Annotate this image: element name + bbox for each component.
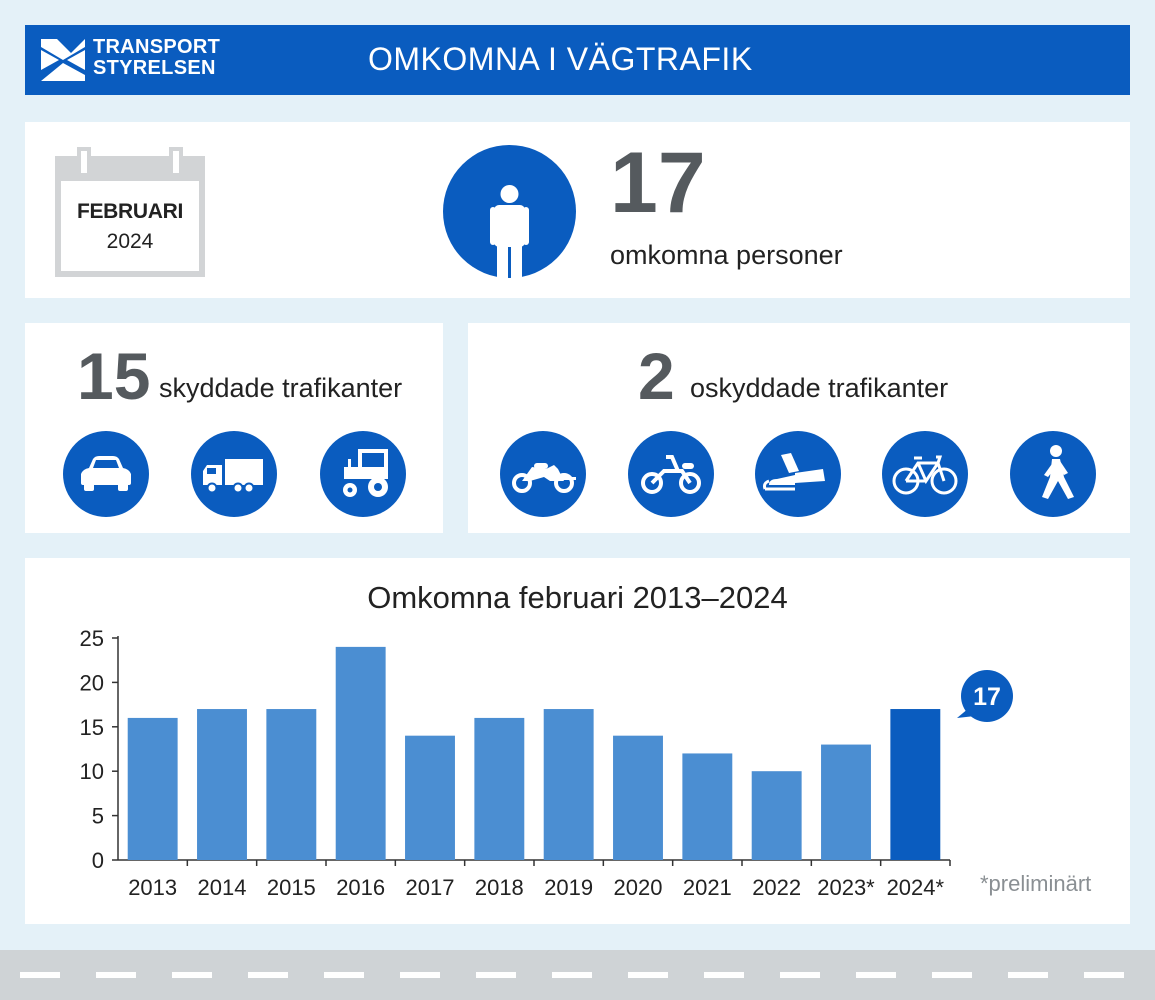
summary-panel: FEBRUARI 2024 17 omkomna personer (25, 122, 1130, 298)
page-title: OMKOMNA I VÄGTRAFIK (368, 41, 753, 77)
x-tick-label: 2013 (128, 875, 177, 900)
protected-count: 15 (77, 339, 151, 413)
x-tick-label: 2015 (267, 875, 316, 900)
road-dash (20, 972, 60, 978)
transportstyrelsen-logo-icon (41, 39, 85, 81)
bar-2024 (890, 709, 941, 860)
road-dash (856, 972, 896, 978)
moped-icon (628, 431, 714, 517)
road-dash (476, 972, 516, 978)
road-dash (780, 972, 820, 978)
y-tick-label: 10 (80, 759, 104, 784)
total-deaths-label: omkomna personer (610, 240, 843, 270)
highlight-callout: 17 (957, 670, 1013, 723)
bar-2016 (335, 646, 386, 860)
bar-2018 (474, 717, 525, 860)
car-icon (63, 431, 149, 517)
bar-2022 (751, 771, 802, 860)
bar-2019 (543, 709, 594, 860)
highlight-value: 17 (973, 683, 1001, 711)
road-dash (628, 972, 668, 978)
road-dash (1008, 972, 1048, 978)
bar-2015 (266, 709, 317, 860)
bar-2020 (613, 735, 663, 860)
road-dash (248, 972, 288, 978)
x-tick-label: 2022 (752, 875, 801, 900)
person-icon (443, 145, 576, 283)
road-dash (704, 972, 744, 978)
x-tick-label: 2024* (887, 875, 945, 900)
y-tick-label: 15 (80, 715, 104, 740)
month-label: FEBRUARI (76, 200, 184, 223)
truck-icon (191, 431, 277, 517)
chart-title: Omkomna februari 2013–2024 (367, 580, 788, 615)
bar-2013 (127, 717, 178, 860)
y-tick-label: 0 (92, 848, 104, 873)
road-dash (400, 972, 440, 978)
x-tick-label: 2020 (614, 875, 663, 900)
year-label: 2024 (106, 230, 154, 253)
protected-panel: 15 skyddade trafikanter (25, 323, 443, 533)
chart-panel: Omkomna februari 2013–2024 0 5 10 15 20 25 201… (25, 558, 1130, 924)
protected-label: skyddade trafikanter (159, 373, 403, 403)
logo-line-1: TRANSPORT (93, 36, 221, 58)
road-dash (324, 972, 364, 978)
road-dash (172, 972, 212, 978)
unprotected-count: 2 (638, 339, 675, 413)
road-decoration (0, 950, 1155, 1000)
snowmobile-icon (755, 431, 841, 517)
road-dash (552, 972, 592, 978)
x-tick-label: 2023* (817, 875, 875, 900)
road-dash (932, 972, 972, 978)
y-tick-label: 25 (80, 626, 104, 651)
pedestrian-icon (1010, 431, 1096, 517)
unprotected-panel: 2 oskyddade trafikanter (468, 323, 1130, 533)
footnote: *preliminärt (980, 871, 1092, 896)
road-dash (96, 972, 136, 978)
road-dash (1084, 972, 1124, 978)
y-tick-label: 5 (92, 804, 104, 829)
x-tick-label: 2021 (683, 875, 732, 900)
tractor-icon (320, 431, 406, 517)
unprotected-label: oskyddade trafikanter (690, 373, 949, 403)
x-tick-label: 2019 (544, 875, 593, 900)
motorcycle-icon (500, 431, 586, 517)
logo-line-2: STYRELSEN (93, 57, 216, 79)
logo-wordmark: TRANSPORT STYRELSEN (93, 37, 220, 79)
bar-2014 (197, 709, 247, 860)
x-tick-label: 2014 (198, 875, 247, 900)
x-tick-label: 2018 (475, 875, 524, 900)
bar-2023 (821, 744, 871, 860)
x-tick-label: 2016 (336, 875, 385, 900)
bar-2021 (682, 753, 733, 860)
bar-chart: 0 5 10 15 20 25 2013 2014 2015 2016 2017 2018 2019 20… (80, 626, 1013, 900)
header-banner: TRANSPORT STYRELSEN OMKOMNA I VÄGTRAFIK (25, 25, 1130, 95)
x-tick-label: 2017 (406, 875, 455, 900)
bar-2017 (405, 735, 455, 860)
bicycle-icon (882, 431, 968, 517)
y-tick-label: 20 (80, 670, 104, 695)
total-deaths-number: 17 (610, 135, 706, 231)
calendar-icon (55, 147, 205, 277)
